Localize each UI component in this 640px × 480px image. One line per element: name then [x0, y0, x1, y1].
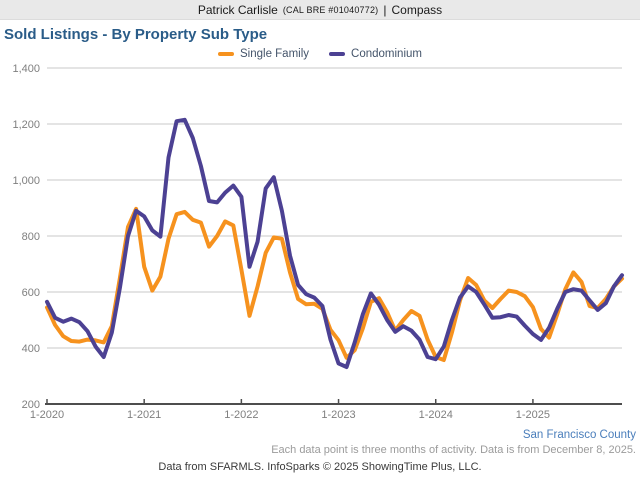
region-label: San Francisco County [522, 429, 636, 441]
y-axis-tick-label: 400 [22, 343, 40, 355]
data-note: Each data point is three months of activ… [271, 444, 636, 456]
x-axis-tick-label: 1-2022 [224, 409, 258, 421]
x-axis-tick-label: 1-2024 [419, 409, 453, 421]
series-line-condominium [45, 117, 624, 369]
agent-name: Patrick Carlisle [197, 2, 278, 17]
header-bar: Patrick Carlisle (CAL BRE #01040772) | C… [0, 0, 640, 20]
x-axis-tick-label: 1-2025 [516, 409, 550, 421]
condominium-swatch-icon [329, 52, 346, 56]
y-axis-tick-label: 200 [22, 399, 40, 411]
attribution-label: Data from SFARMLS. InfoSparks © 2025 Sho… [158, 461, 482, 473]
y-axis-tick-label: 1,000 [12, 175, 40, 187]
series-line-single-family [45, 206, 624, 362]
x-axis-tick-label: 1-2023 [321, 409, 355, 421]
x-axis-tick-label: 1-2020 [30, 409, 64, 421]
agent-license: (CAL BRE #01040772) [282, 4, 379, 15]
legend-label-condominium: Condominium [351, 48, 422, 60]
legend-item-single-family: Single Family [218, 48, 309, 60]
legend-label-single-family: Single Family [240, 48, 310, 60]
y-axis-tick-label: 600 [22, 287, 40, 299]
chart-legend: Single Family Condominium [0, 48, 640, 60]
x-axis-tick-label: 1-2021 [127, 409, 161, 421]
brand-name: Compass [391, 2, 443, 17]
y-axis-tick-label: 1,200 [12, 119, 40, 131]
y-axis-tick-label: 800 [22, 231, 40, 243]
single-family-swatch-icon [218, 52, 234, 56]
y-axis-tick-label: 1,400 [12, 63, 40, 75]
legend-item-condominium: Condominium [329, 48, 422, 60]
page-title: Sold Listings - By Property Sub Type [4, 26, 268, 43]
header-separator: | [383, 2, 387, 17]
